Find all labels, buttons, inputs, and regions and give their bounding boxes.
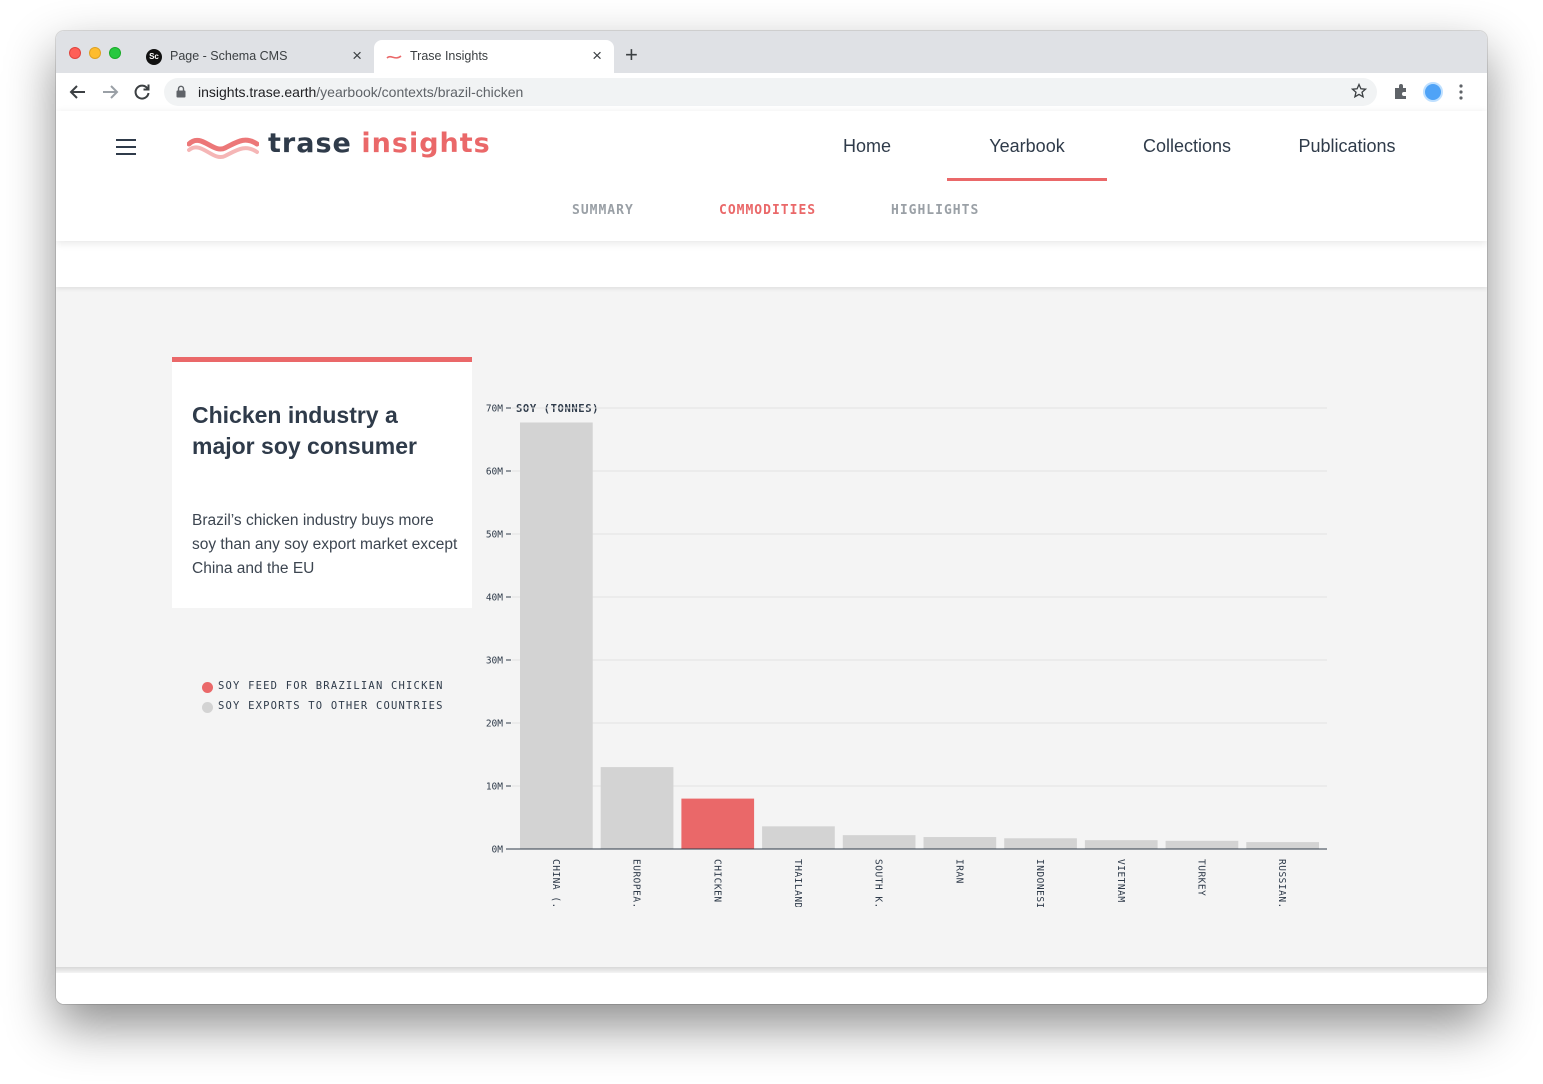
forward-arrow-icon[interactable] bbox=[99, 81, 121, 103]
nav-yearbook[interactable]: Yearbook bbox=[989, 136, 1065, 156]
bar-9 bbox=[1246, 842, 1319, 849]
y-tick-label: 50M bbox=[486, 530, 503, 541]
back-arrow-icon[interactable] bbox=[67, 81, 89, 103]
minimize-window-button[interactable] bbox=[89, 47, 101, 59]
bar-7 bbox=[1084, 840, 1158, 849]
trase-icon bbox=[386, 55, 402, 59]
url-path: /yearbook/contexts/brazil-chicken bbox=[316, 84, 524, 100]
subnav-highlights[interactable]: HIGHLIGHTS bbox=[891, 203, 980, 218]
bar-6 bbox=[1004, 838, 1077, 849]
extensions-puzzle-icon[interactable] bbox=[1392, 83, 1410, 101]
bar-3 bbox=[762, 826, 835, 849]
y-tick-label: 40M bbox=[486, 593, 503, 604]
y-tick-label: 70M bbox=[486, 404, 503, 415]
nav-home[interactable]: Home bbox=[842, 136, 891, 156]
card-body: Brazil’s chicken industry buys more soy … bbox=[192, 512, 458, 577]
new-tab-icon[interactable]: + bbox=[625, 42, 638, 67]
x-tick-label: SOUTH K.. bbox=[873, 859, 884, 907]
x-tick-label: VIETNAM bbox=[1115, 859, 1126, 903]
close-window-button[interactable] bbox=[69, 47, 81, 59]
site-header: trase insights Home Yearbook Collections… bbox=[56, 111, 1487, 241]
maximize-window-button[interactable] bbox=[109, 47, 121, 59]
y-tick-label: 30M bbox=[486, 656, 503, 667]
url-text: insights.trase.earth/yearbook/contexts/b… bbox=[198, 84, 523, 100]
tab-title: Page - Schema CMS bbox=[170, 49, 288, 63]
bookmark-star-icon[interactable] bbox=[1351, 83, 1367, 99]
nav-publications[interactable]: Publications bbox=[1298, 136, 1396, 156]
hamburger-menu-icon[interactable] bbox=[116, 139, 136, 160]
x-tick-label: EUROPEA.. bbox=[631, 859, 642, 907]
main-content: Chicken industry a major soy consumer Br… bbox=[56, 287, 1487, 967]
x-tick-label: TURKEY bbox=[1195, 859, 1206, 896]
profile-avatar-icon[interactable] bbox=[1423, 82, 1443, 102]
y-tick-label: 60M bbox=[486, 467, 503, 478]
logo-word-trase: trase bbox=[268, 128, 352, 159]
lock-icon bbox=[176, 85, 186, 98]
legend-swatch bbox=[202, 702, 213, 713]
bar-5 bbox=[923, 837, 997, 849]
browser-tab-schema-cms[interactable]: Sc Page - Schema CMS × bbox=[134, 40, 374, 73]
legend-swatch bbox=[202, 682, 213, 693]
address-bar[interactable]: insights.trase.earth/yearbook/contexts/b… bbox=[164, 78, 1377, 106]
subnav-summary[interactable]: SUMMARY bbox=[572, 203, 634, 218]
bar-4 bbox=[842, 835, 916, 849]
nav-collections[interactable]: Collections bbox=[1142, 136, 1232, 156]
close-tab-icon[interactable]: × bbox=[592, 46, 602, 65]
y-axis-label: SOY (TONNES) bbox=[516, 403, 599, 415]
x-tick-label: CHINA (.. bbox=[550, 859, 561, 907]
schema-cms-icon: Sc bbox=[146, 49, 162, 65]
soy-bar-chart: SOY (TONNES) 0M 10M 20M 30M 40M 50M 60M 70M CHIN… bbox=[486, 403, 1327, 907]
site-logo-text[interactable]: trase insights bbox=[268, 128, 491, 159]
logo-word-insights: insights bbox=[361, 128, 491, 159]
subnav-commodities[interactable]: COMMODITIES bbox=[719, 203, 817, 218]
url-host: insights.trase.earth bbox=[198, 84, 317, 100]
legend-label: SOY FEED FOR BRAZILIAN CHICKEN bbox=[218, 680, 444, 692]
y-tick-label: 20M bbox=[486, 719, 503, 730]
browser-toolbar: insights.trase.earth/yearbook/contexts/b… bbox=[56, 73, 1487, 112]
y-tick-label: 0M bbox=[492, 845, 504, 856]
bar-2 bbox=[681, 798, 755, 849]
browser-tab-trase-insights[interactable]: Trase Insights × bbox=[374, 40, 614, 73]
close-tab-icon[interactable]: × bbox=[352, 46, 362, 65]
page-footer bbox=[56, 973, 1487, 1004]
tab-strip: Sc Page - Schema CMS × Trase Insights × … bbox=[56, 31, 1487, 73]
footer-shadow bbox=[56, 967, 1487, 973]
reload-icon[interactable] bbox=[131, 81, 153, 103]
tab-title: Trase Insights bbox=[410, 49, 489, 63]
trase-logo-icon[interactable] bbox=[187, 130, 259, 170]
bar-8 bbox=[1165, 840, 1239, 849]
card-title: Chicken industry a major soy consumer bbox=[192, 402, 417, 459]
x-tick-label: INDONESIA bbox=[1034, 859, 1045, 907]
y-tick-label: 10M bbox=[486, 782, 503, 793]
legend-label: SOY EXPORTS TO OTHER COUNTRIES bbox=[218, 700, 444, 712]
x-tick-label: CHICKEN bbox=[711, 859, 722, 903]
nav-active-underline bbox=[947, 178, 1107, 181]
x-tick-label: THAILAND bbox=[792, 859, 803, 907]
browser-window: Sc Page - Schema CMS × Trase Insights × … bbox=[56, 31, 1487, 1004]
bar-1 bbox=[600, 767, 674, 849]
insight-card: Chicken industry a major soy consumer Br… bbox=[172, 357, 472, 608]
header-spacer-strip bbox=[56, 241, 1487, 287]
x-tick-label: RUSSIAN.. bbox=[1276, 859, 1287, 907]
bar-0 bbox=[520, 422, 593, 849]
more-menu-icon[interactable] bbox=[1458, 83, 1464, 101]
x-tick-label: IRAN bbox=[953, 859, 964, 884]
